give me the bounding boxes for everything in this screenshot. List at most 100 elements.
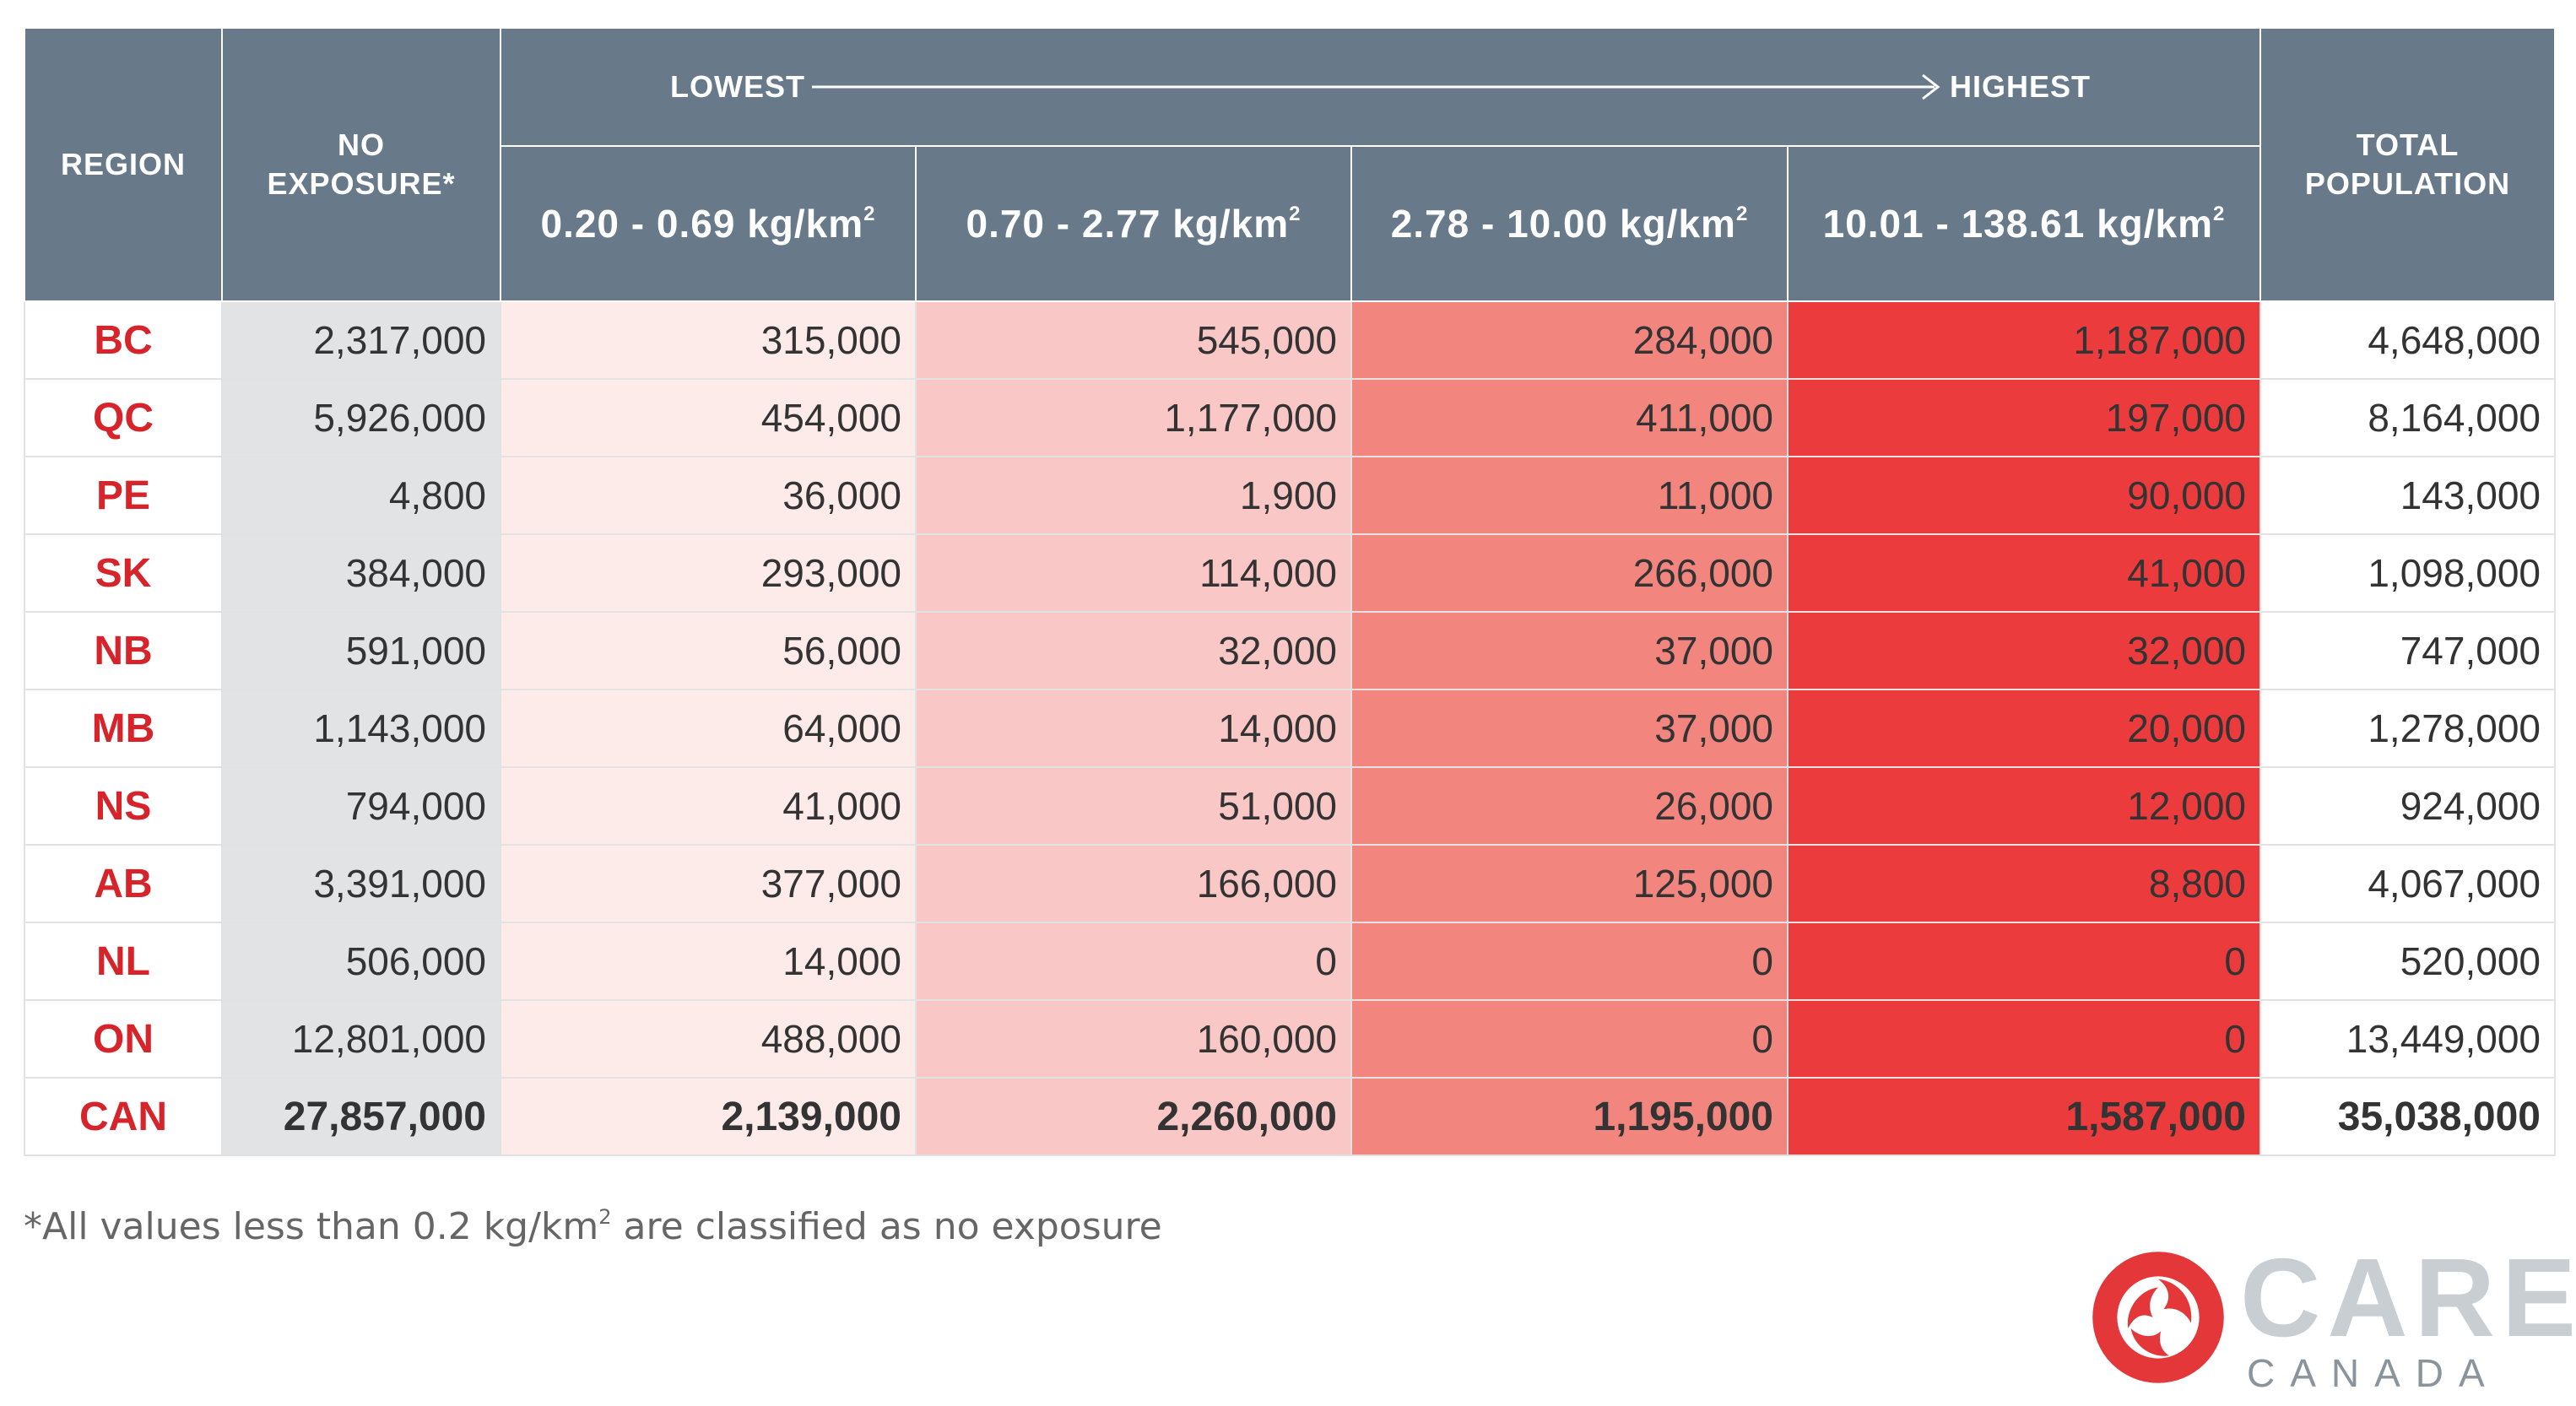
table-row: MB 1,143,000 64,000 14,000 37,000 20,000… — [24, 689, 2556, 768]
bin-1-cell: 315,000 — [500, 300, 917, 380]
footnote: *All values less than 0.2 kg/km2 are cla… — [24, 1205, 1162, 1248]
bin-1-cell: 488,000 — [500, 999, 917, 1079]
bin-2-cell: 545,000 — [915, 300, 1352, 380]
bin-2-cell: 2,260,000 — [915, 1077, 1352, 1156]
table-row: AB 3,391,000 377,000 166,000 125,000 8,8… — [24, 844, 2556, 923]
bin-4-cell: 8,800 — [1787, 844, 2261, 923]
arrow-right-icon — [811, 73, 1940, 100]
total-cell: 1,278,000 — [2259, 689, 2556, 768]
no-exposure-cell: 27,857,000 — [221, 1077, 501, 1156]
bin-1-cell: 377,000 — [500, 844, 917, 923]
lowest-label: LOWEST — [670, 69, 805, 104]
no-exposure-cell: 384,000 — [221, 533, 501, 613]
no-exposure-cell: 2,317,000 — [221, 300, 501, 380]
bin-3-cell: 0 — [1350, 922, 1789, 1001]
region-cell: NB — [24, 611, 223, 690]
no-exposure-cell: 794,000 — [221, 766, 501, 846]
bin-4-cell: 0 — [1787, 999, 2261, 1079]
bin-1-cell: 14,000 — [500, 922, 917, 1001]
table-row: QC 5,926,000 454,000 1,177,000 411,000 1… — [24, 378, 2556, 457]
bin-1-cell: 64,000 — [500, 689, 917, 768]
bin-4-cell: 12,000 — [1787, 766, 2261, 846]
total-cell: 520,000 — [2259, 922, 2556, 1001]
bin-2-cell: 51,000 — [915, 766, 1352, 846]
bin-3-cell: 1,195,000 — [1350, 1077, 1789, 1156]
region-cell: ON — [24, 999, 223, 1079]
region-cell: NL — [24, 922, 223, 1001]
table-row: NS 794,000 41,000 51,000 26,000 12,000 9… — [24, 766, 2556, 846]
header-bin-2: 0.70 - 2.77 kg/km2 — [915, 145, 1352, 302]
table-row: NB 591,000 56,000 32,000 37,000 32,000 7… — [24, 611, 2556, 690]
region-cell: MB — [24, 689, 223, 768]
bin-4-cell: 1,587,000 — [1787, 1077, 2261, 1156]
region-cell: SK — [24, 533, 223, 613]
header-no-exposure: NO EXPOSURE* — [221, 27, 501, 302]
bin-2-cell: 1,900 — [915, 456, 1352, 535]
header-bin-3: 2.78 - 10.00 kg/km2 — [1350, 145, 1789, 302]
bin-4-cell: 32,000 — [1787, 611, 2261, 690]
total-cell: 13,449,000 — [2259, 999, 2556, 1079]
carex-logo: CAREX CANADA — [2090, 1242, 2576, 1395]
no-exposure-cell: 506,000 — [221, 922, 501, 1001]
bin-3-cell: 266,000 — [1350, 533, 1789, 613]
total-cell: 4,648,000 — [2259, 300, 2556, 380]
no-exposure-cell: 5,926,000 — [221, 378, 501, 457]
bin-4-cell: 1,187,000 — [1787, 300, 2261, 380]
no-exposure-cell: 1,143,000 — [221, 689, 501, 768]
table-row: BC 2,317,000 315,000 545,000 284,000 1,1… — [24, 300, 2556, 380]
no-exposure-cell: 591,000 — [221, 611, 501, 690]
total-cell: 143,000 — [2259, 456, 2556, 535]
total-cell: 1,098,000 — [2259, 533, 2556, 613]
bin-4-cell: 41,000 — [1787, 533, 2261, 613]
bin-2-cell: 160,000 — [915, 999, 1352, 1079]
logo-wordmark: CAREX — [2240, 1236, 2576, 1360]
region-cell: CAN — [24, 1077, 223, 1156]
header-region: REGION — [24, 27, 223, 302]
bin-1-cell: 36,000 — [500, 456, 917, 535]
total-cell: 924,000 — [2259, 766, 2556, 846]
table-row: ON 12,801,000 488,000 160,000 0 0 13,449… — [24, 999, 2556, 1079]
exposure-table: REGION NO EXPOSURE* LOWEST HIGHEST TOTAL P… — [24, 27, 2556, 1156]
total-cell: 8,164,000 — [2259, 378, 2556, 457]
bin-1-cell: 2,139,000 — [500, 1077, 917, 1156]
table-row: SK 384,000 293,000 114,000 266,000 41,00… — [24, 533, 2556, 613]
bin-2-cell: 14,000 — [915, 689, 1352, 768]
region-cell: PE — [24, 456, 223, 535]
bin-2-cell: 0 — [915, 922, 1352, 1001]
no-exposure-cell: 4,800 — [221, 456, 501, 535]
region-cell: QC — [24, 378, 223, 457]
bin-2-cell: 32,000 — [915, 611, 1352, 690]
region-cell: AB — [24, 844, 223, 923]
bin-4-cell: 20,000 — [1787, 689, 2261, 768]
bin-4-cell: 197,000 — [1787, 378, 2261, 457]
region-cell: NS — [24, 766, 223, 846]
bin-4-cell: 90,000 — [1787, 456, 2261, 535]
bin-2-cell: 166,000 — [915, 844, 1352, 923]
bin-3-cell: 37,000 — [1350, 689, 1789, 768]
bin-3-cell: 11,000 — [1350, 456, 1789, 535]
bin-3-cell: 0 — [1350, 999, 1789, 1079]
highest-label: HIGHEST — [1949, 69, 2091, 104]
bin-1-cell: 293,000 — [500, 533, 917, 613]
no-exposure-cell: 3,391,000 — [221, 844, 501, 923]
table-body: BC 2,317,000 315,000 545,000 284,000 1,1… — [24, 300, 2556, 1156]
bin-2-cell: 114,000 — [915, 533, 1352, 613]
bin-4-cell: 0 — [1787, 922, 2261, 1001]
total-cell: 747,000 — [2259, 611, 2556, 690]
header-exposure-range: LOWEST HIGHEST — [500, 27, 2261, 147]
logo-subtitle: CANADA — [2247, 1351, 2500, 1395]
bin-1-cell: 56,000 — [500, 611, 917, 690]
canada-total-row: CAN 27,857,000 2,139,000 2,260,000 1,195… — [24, 1077, 2556, 1156]
header-total-population: TOTAL POPULATION — [2259, 27, 2556, 302]
bin-3-cell: 284,000 — [1350, 300, 1789, 380]
bin-3-cell: 37,000 — [1350, 611, 1789, 690]
bin-3-cell: 411,000 — [1350, 378, 1789, 457]
no-exposure-cell: 12,801,000 — [221, 999, 501, 1079]
bin-1-cell: 454,000 — [500, 378, 917, 457]
bin-3-cell: 125,000 — [1350, 844, 1789, 923]
bin-3-cell: 26,000 — [1350, 766, 1789, 846]
total-cell: 35,038,000 — [2259, 1077, 2556, 1156]
header-bin-1: 0.20 - 0.69 kg/km2 — [500, 145, 917, 302]
region-cell: BC — [24, 300, 223, 380]
header-bin-4: 10.01 - 138.61 kg/km2 — [1787, 145, 2261, 302]
